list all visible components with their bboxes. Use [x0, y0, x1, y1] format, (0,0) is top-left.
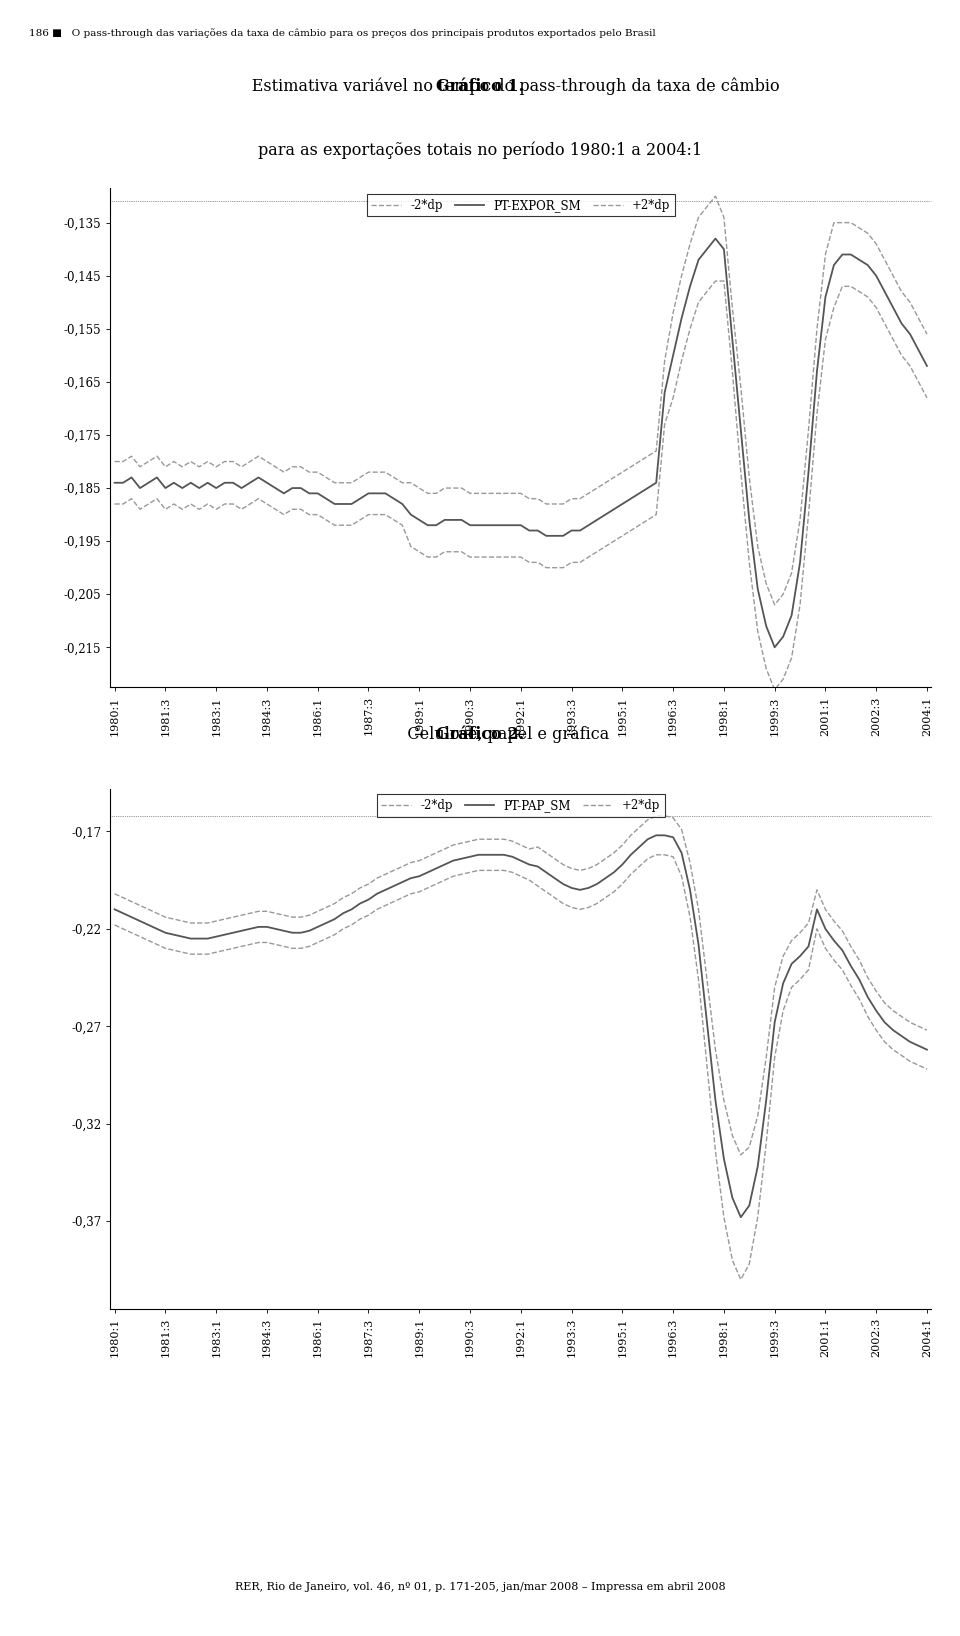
Text: Celulose, papel e gráfica: Celulose, papel e gráfica [350, 726, 610, 743]
Text: Estimativa variável no tempo do pass-through da taxa de câmbio: Estimativa variável no tempo do pass-thr… [180, 77, 780, 95]
Text: para as exportações totais no período 1980:1 a 2004:1: para as exportações totais no período 19… [258, 142, 702, 159]
Text: Gráfico 1.: Gráfico 1. [436, 77, 524, 95]
Legend: -2*dp, PT-EXPOR_SM, +2*dp: -2*dp, PT-EXPOR_SM, +2*dp [367, 195, 675, 216]
Text: RER, Rio de Janeiro, vol. 46, nº 01, p. 171-205, jan/mar 2008 – Impressa em abri: RER, Rio de Janeiro, vol. 46, nº 01, p. … [234, 1582, 726, 1592]
Text: 186 ■   O pass-through das variações da taxa de câmbio para os preços dos princi: 186 ■ O pass-through das variações da ta… [29, 29, 656, 38]
Legend: -2*dp, PT-PAP_SM, +2*dp: -2*dp, PT-PAP_SM, +2*dp [376, 795, 665, 816]
Text: Gráfico 2.: Gráfico 2. [436, 726, 524, 743]
